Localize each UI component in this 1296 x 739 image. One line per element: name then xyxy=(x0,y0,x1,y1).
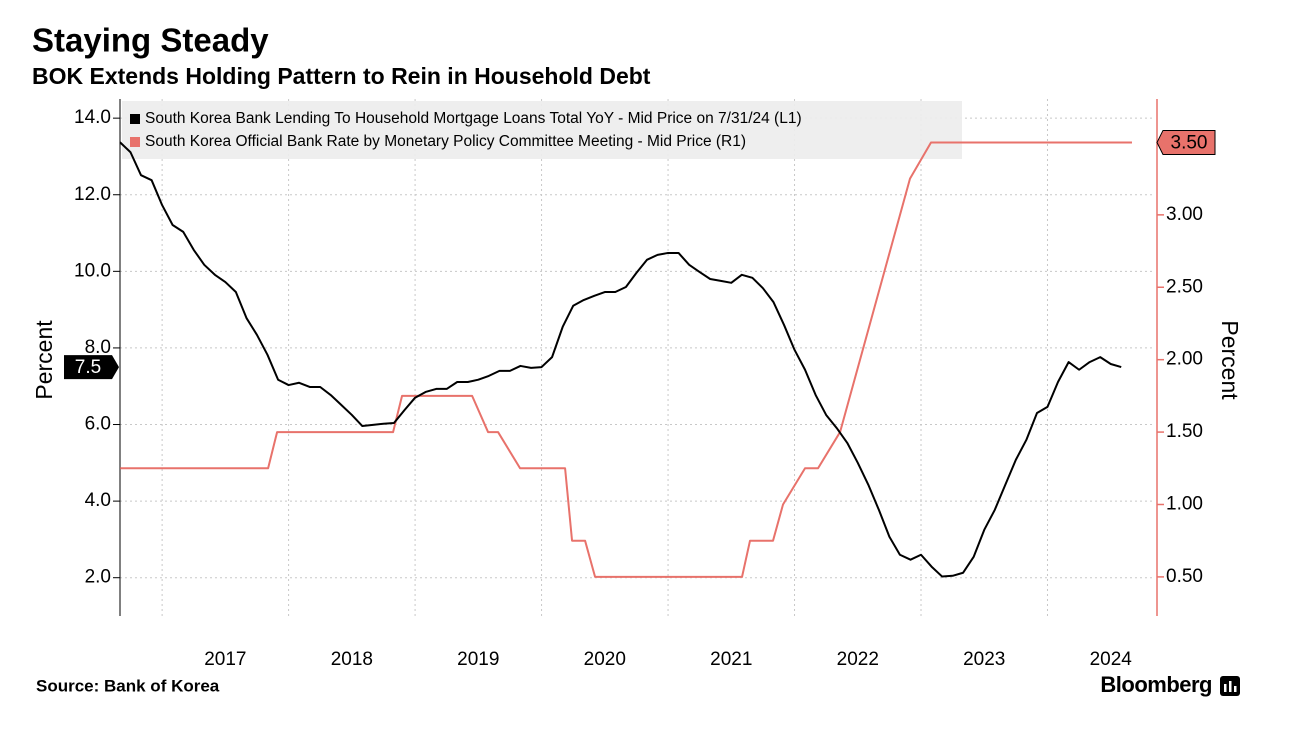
x-tick-label: 2021 xyxy=(710,649,752,670)
y-tick-label: 4.0 xyxy=(85,490,111,511)
y2-tick-label: 1.50 xyxy=(1166,421,1203,442)
value-label-box xyxy=(64,355,119,380)
chart-title: Staying Steady xyxy=(32,22,269,59)
x-tick-label: 2020 xyxy=(584,649,626,670)
x-tick-label: 2017 xyxy=(204,649,246,670)
y2-tick-label: 2.50 xyxy=(1166,276,1203,297)
x-tick-label: 2024 xyxy=(1090,649,1133,670)
chart-subtitle: BOK Extends Holding Pattern to Rein in H… xyxy=(32,63,651,89)
y-tick-label: 14.0 xyxy=(74,107,111,128)
y-tick-label: 8.0 xyxy=(85,337,111,358)
x-tick-label: 2018 xyxy=(331,649,373,670)
y2-tick-label: 1.00 xyxy=(1166,494,1203,515)
y-axis-label: Percent xyxy=(31,320,57,400)
brand-icon xyxy=(1220,676,1240,696)
legend-label: South Korea Official Bank Rate by Moneta… xyxy=(145,133,746,150)
y2-tick-label: 2.00 xyxy=(1166,349,1203,370)
legend-swatch xyxy=(130,137,140,147)
x-tick-label: 2019 xyxy=(457,649,499,670)
x-tick-label: 2022 xyxy=(837,649,879,670)
y2-axis-label: Percent xyxy=(1217,320,1243,400)
x-tick-label: 2023 xyxy=(963,649,1005,670)
y-tick-label: 6.0 xyxy=(85,414,111,435)
series-line xyxy=(119,141,1122,578)
y-tick-label: 2.0 xyxy=(85,567,111,588)
legend-swatch xyxy=(130,114,140,124)
value-label: 7.5 xyxy=(75,357,101,378)
y-tick-label: 10.0 xyxy=(74,260,111,281)
source: Source: Bank of Korea xyxy=(36,676,220,695)
legend: South Korea Bank Lending To Household Mo… xyxy=(122,101,962,159)
series-line xyxy=(120,141,1132,578)
y2-tick-label: 3.00 xyxy=(1166,204,1203,225)
y2-tick-label: 0.50 xyxy=(1166,566,1203,587)
value-label-box xyxy=(1156,129,1216,155)
legend-background xyxy=(122,101,962,159)
brand: Bloomberg xyxy=(1100,672,1212,697)
y-tick-label: 12.0 xyxy=(74,184,111,205)
value-label: 3.50 xyxy=(1171,132,1208,153)
legend-label: South Korea Bank Lending To Household Mo… xyxy=(145,110,802,127)
